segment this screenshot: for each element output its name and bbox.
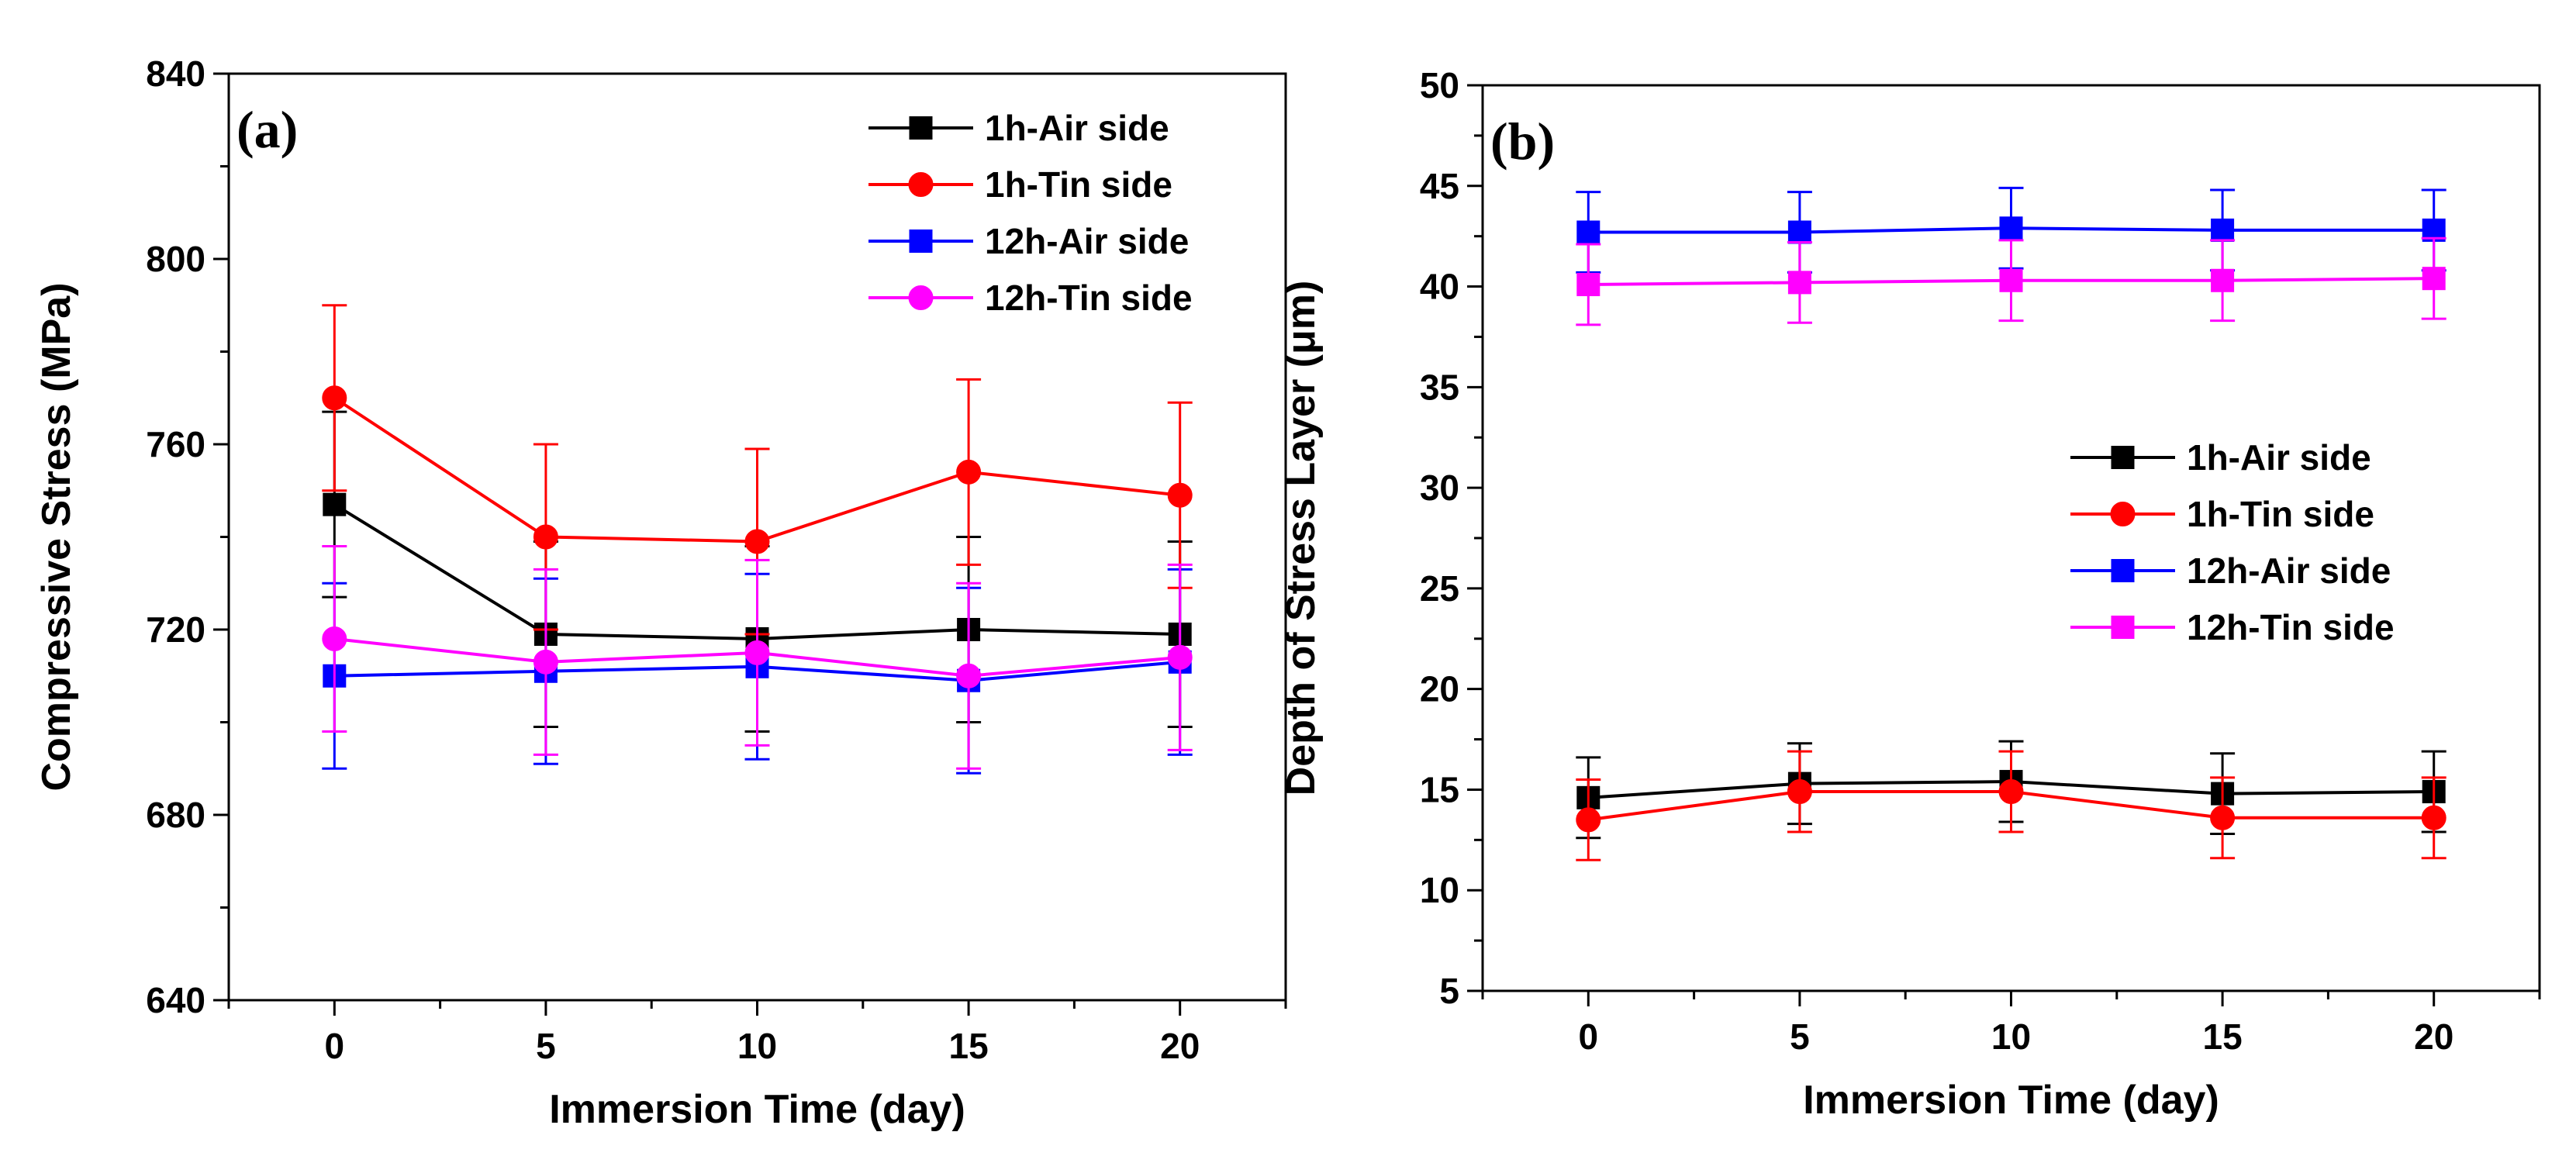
data-point <box>1787 271 1811 295</box>
series-1h-tin-side: 1h-Tin side <box>1576 494 2447 861</box>
legend-marker <box>2111 616 2135 639</box>
data-point <box>744 640 770 665</box>
y-tick-label: 30 <box>1420 468 1459 508</box>
data-point <box>533 649 558 675</box>
y-tick-label: 45 <box>1420 166 1459 206</box>
y-tick-label: 5 <box>1439 971 1459 1011</box>
data-point <box>1576 807 1601 833</box>
y-axis-title: Depth of Stress Layer (μm) <box>1279 281 1324 796</box>
y-tick-label: 35 <box>1420 367 1459 407</box>
legend-marker <box>909 116 933 140</box>
y-tick-label: 25 <box>1420 568 1459 609</box>
data-point <box>1787 779 1812 805</box>
x-tick-label: 0 <box>1579 1016 1599 1057</box>
y-tick-label: 15 <box>1420 769 1459 809</box>
legend-label: 12h-Tin side <box>2187 607 2395 647</box>
data-point <box>2422 267 2446 291</box>
legend-marker <box>2110 502 2136 526</box>
y-tick-label: 680 <box>146 795 205 835</box>
data-point <box>322 626 347 651</box>
data-point <box>1999 268 2023 292</box>
x-tick-label: 15 <box>2203 1016 2243 1057</box>
data-point <box>2210 805 2236 830</box>
data-point <box>744 529 770 554</box>
y-tick-label: 10 <box>1420 870 1459 910</box>
data-point <box>322 385 347 411</box>
y-tick-label: 50 <box>1420 65 1459 105</box>
legend-marker <box>909 229 933 253</box>
panel-a-chart: 0 5 10 15 20 640 680 720 760 800 840 Immersion Time… <box>34 53 1287 1132</box>
data-point <box>2211 218 2235 242</box>
x-tick-label: 20 <box>2414 1016 2453 1057</box>
data-point <box>1576 272 1601 296</box>
y-tick-label: 760 <box>146 424 205 464</box>
legend-label: 12h-Air side <box>2187 550 2391 591</box>
x-tick-label: 10 <box>737 1026 777 1066</box>
x-tick-label: 0 <box>325 1026 345 1066</box>
series-12h-air-side: 12h-Air side <box>1576 186 2447 591</box>
data-point <box>533 524 558 550</box>
data-point <box>956 459 982 485</box>
data-point <box>323 492 347 516</box>
legend-marker <box>2111 559 2135 582</box>
legend-marker <box>2111 446 2135 469</box>
y-tick-label: 40 <box>1420 267 1459 307</box>
panel-b-chart: 0 5 10 15 20 5 10 15 20 25 30 35 40 45 50 Immersion Tim… <box>1279 65 2541 1123</box>
series-1h-tin-side: 1h-Tin side <box>322 164 1193 636</box>
data-point <box>1999 216 2023 240</box>
y-tick-label: 20 <box>1420 669 1459 709</box>
y-tick-label: 800 <box>146 239 205 279</box>
data-point <box>2211 268 2235 292</box>
legend-label: 1h-Tin side <box>985 164 1172 205</box>
x-tick-label: 10 <box>1991 1016 2031 1057</box>
legend-label: 1h-Air side <box>2187 437 2371 478</box>
x-tick-label: 5 <box>536 1026 556 1066</box>
y-tick-label: 640 <box>146 980 205 1020</box>
series-12h-tin-side: 12h-Tin side <box>322 278 1193 770</box>
legend-label: 1h-Air side <box>985 108 1169 148</box>
data-point <box>1167 482 1193 508</box>
x-tick-label: 5 <box>1790 1016 1810 1057</box>
data-point <box>2421 805 2447 830</box>
x-tick-label: 15 <box>949 1026 989 1066</box>
series-12h-tin-side: 12h-Tin side <box>1576 236 2447 647</box>
legend-label: 12h-Tin side <box>985 278 1193 318</box>
legend-marker <box>908 172 934 197</box>
panel-label: (b) <box>1490 112 1555 171</box>
data-point <box>956 663 982 688</box>
y-tick-label: 840 <box>146 53 205 94</box>
legend-label: 1h-Tin side <box>2187 494 2374 534</box>
legend-marker <box>908 285 934 310</box>
x-axis-title: Immersion Time (day) <box>549 1087 965 1132</box>
data-point <box>1998 779 2024 805</box>
data-point <box>1167 644 1193 670</box>
data-point <box>1576 220 1601 244</box>
y-tick-label: 720 <box>146 609 205 650</box>
x-axis-title: Immersion Time (day) <box>1803 1078 2219 1123</box>
y-axis-title: Compressive Stress (MPa) <box>34 282 79 791</box>
data-point <box>1787 220 1811 244</box>
x-tick-label: 20 <box>1160 1026 1200 1066</box>
panel-label: (a) <box>237 100 298 159</box>
legend-label: 12h-Air side <box>985 221 1189 261</box>
